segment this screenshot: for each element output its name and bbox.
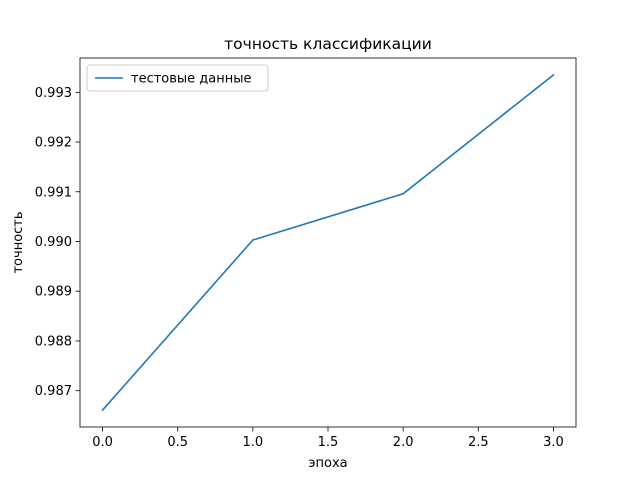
y-tick-label: 0.991 — [35, 185, 72, 200]
x-axis-label: эпоха — [308, 456, 347, 471]
y-tick-label: 0.987 — [35, 384, 72, 399]
y-tick-label: 0.993 — [35, 86, 72, 101]
y-tick-label: 0.992 — [35, 136, 72, 151]
x-tick-label: 3.0 — [543, 435, 564, 450]
y-tick-label: 0.989 — [35, 285, 72, 300]
x-tick-label: 0.0 — [92, 435, 113, 450]
x-tick-label: 1.5 — [318, 435, 339, 450]
y-tick-label: 0.988 — [35, 334, 72, 349]
x-tick-label: 0.5 — [167, 435, 188, 450]
chart-title: точность классификации — [224, 35, 432, 53]
legend-label: тестовые данные — [131, 72, 252, 87]
x-tick-label: 2.0 — [393, 435, 414, 450]
x-tick-label: 2.5 — [468, 435, 489, 450]
y-tick-label: 0.990 — [35, 235, 72, 250]
y-axis-label: точность — [11, 211, 26, 273]
x-tick-label: 1.0 — [243, 435, 264, 450]
legend: тестовые данные — [87, 65, 268, 91]
